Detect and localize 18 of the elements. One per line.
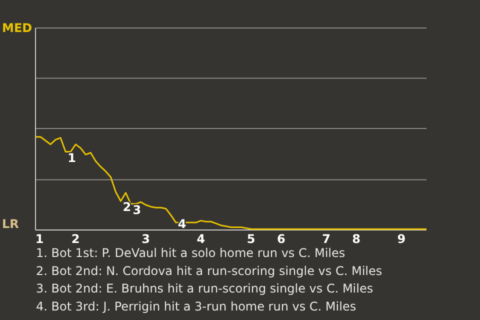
text: MED	[2, 21, 32, 36]
x-tick-label: 9	[397, 232, 406, 246]
x-tick-label: 5	[246, 232, 256, 246]
x-tick-label: 6	[276, 232, 286, 246]
text: 3. Bot 2nd: E. Bruhns hit a run-scoring single vs C. Miles	[36, 282, 374, 296]
text: LR	[2, 217, 19, 232]
x-tick-label: 1	[35, 232, 44, 246]
x-tick-label: 7	[322, 232, 330, 246]
x-tick-label: 2	[71, 232, 80, 246]
annotation: 2	[122, 200, 132, 214]
text: 2. Bot 2nd: N. Cordova hit a run-scoring single vs C. Miles	[36, 264, 382, 278]
annotation: 1	[68, 150, 76, 165]
x-tick-label: 3	[142, 232, 150, 246]
annotation: 3	[132, 202, 142, 217]
text: 4. Bot 3rd: J. Perrigin hit a 3-run home run vs C. Miles	[36, 299, 356, 314]
x-tick-label: 8	[352, 232, 360, 246]
text: 1. Bot 1st: P. DeVaul hit a solo home run vs C. Miles	[36, 246, 346, 260]
x-tick-label: 4	[196, 232, 206, 246]
